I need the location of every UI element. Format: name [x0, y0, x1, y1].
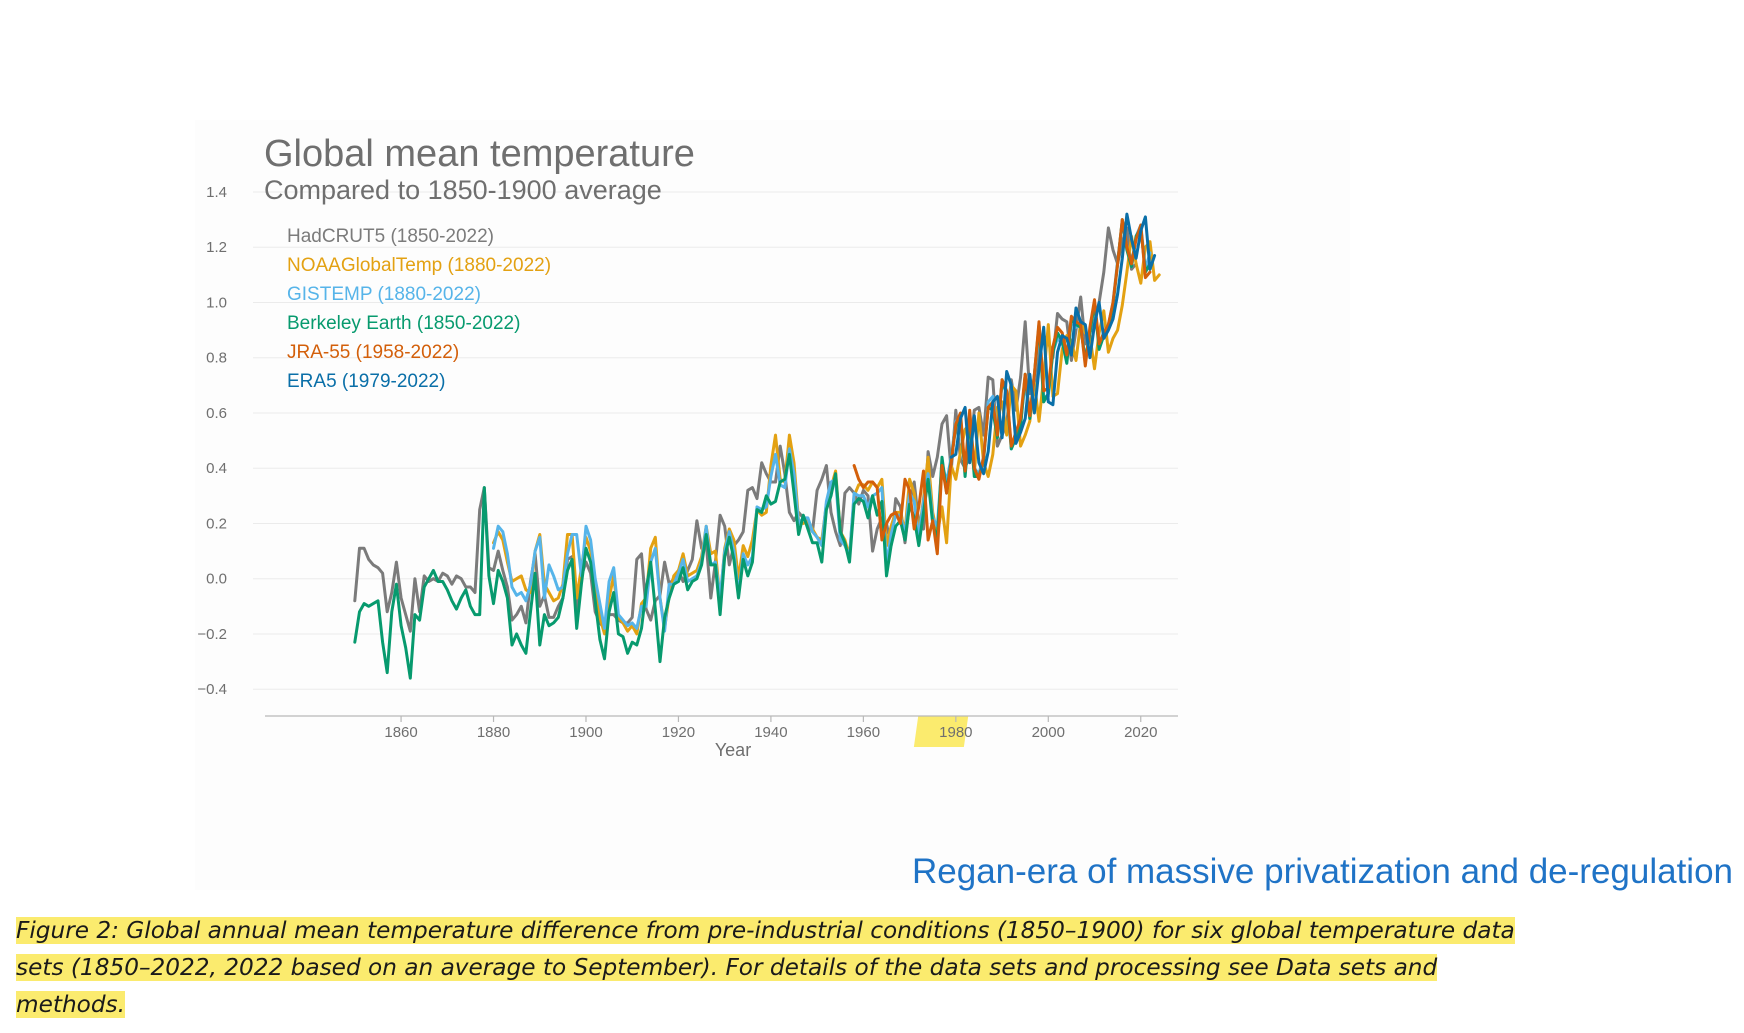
- y-tick-label: 0.2: [206, 515, 227, 532]
- x-axis-label: Year: [715, 740, 751, 760]
- legend: HadCRUT5 (1850-2022) NOAAGlobalTemp (1880…: [287, 226, 551, 392]
- series-line: [852, 218, 1152, 556]
- x-tick-label: 1880: [477, 724, 510, 741]
- x-tick-label: 1920: [662, 724, 695, 741]
- tick-highlight: [913, 716, 969, 747]
- x-tick-label: 1940: [754, 724, 787, 741]
- y-tick-label: −0.2: [197, 626, 227, 643]
- x-tick-label: 2000: [1032, 724, 1065, 741]
- y-tick-label: 0.8: [206, 350, 227, 367]
- figure-caption-text: Figure 2: Global annual mean temperature…: [16, 917, 1515, 1018]
- temperature-chart: −0.4 −0.2 0.0 0.2 0.4 0.6 0.8 1.0 1.2 1.4 1860 188…: [197, 133, 1178, 760]
- y-tick-labels: −0.4 −0.2 0.0 0.2 0.4 0.6 0.8 1.0 1.2 1.4: [197, 184, 227, 698]
- legend-entry: HadCRUT5 (1850-2022): [287, 226, 494, 247]
- chart-subtitle: Compared to 1850-1900 average: [264, 175, 662, 205]
- y-tick-label: 0.0: [206, 571, 227, 588]
- x-tick-label: 1900: [569, 724, 602, 741]
- y-tick-label: 1.0: [206, 294, 227, 311]
- y-tick-label: −0.4: [197, 681, 227, 698]
- y-tick-label: 1.2: [206, 239, 227, 256]
- series-line: [353, 218, 1152, 680]
- x-tick-labels: 1860 1880 1900 1920 1940 1960 1980 2000 2020: [384, 716, 1157, 741]
- series-lines: [353, 212, 1161, 680]
- x-tick-label: 2020: [1124, 724, 1157, 741]
- x-tick-label: 1960: [847, 724, 880, 741]
- x-tick-label: 1860: [384, 724, 417, 741]
- legend-entry: ERA5 (1979-2022): [287, 371, 445, 392]
- chart-title: Global mean temperature: [264, 133, 695, 175]
- annotation-text: Regan-era of massive privatization and d…: [912, 852, 1734, 891]
- y-tick-label: 0.6: [206, 405, 227, 422]
- figure-caption: Figure 2: Global annual mean temperature…: [16, 912, 1536, 1023]
- series-line: [949, 212, 1157, 476]
- y-tick-label: 1.4: [206, 184, 227, 201]
- x-tick-label: 1980: [939, 724, 972, 741]
- legend-entry: Berkeley Earth (1850-2022): [287, 313, 520, 334]
- legend-entry: GISTEMP (1880-2022): [287, 284, 481, 305]
- chart-panel: −0.4 −0.2 0.0 0.2 0.4 0.6 0.8 1.0 1.2 1.4 1860 188…: [195, 120, 1350, 890]
- legend-entry: NOAAGlobalTemp (1880-2022): [287, 255, 551, 276]
- legend-entry: JRA-55 (1958-2022): [287, 342, 459, 363]
- grid: [253, 191, 1178, 690]
- y-tick-label: 0.4: [206, 460, 227, 477]
